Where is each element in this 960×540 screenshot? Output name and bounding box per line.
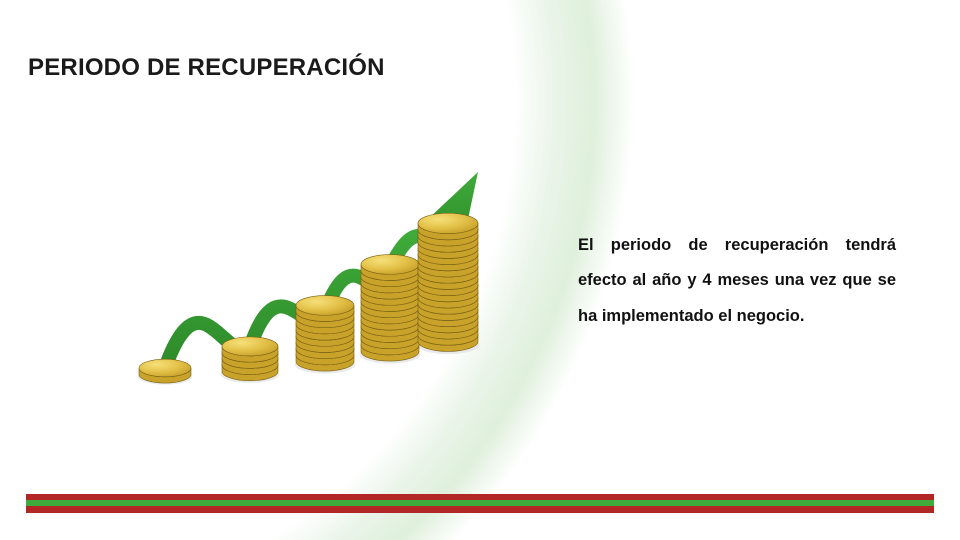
body-text: El periodo de recuperación tendrá efecto… [578, 228, 896, 334]
coin-growth-illustration [130, 150, 510, 410]
slide: PERIODO DE RECUPERACIÓN El periodo de re… [0, 0, 960, 540]
footer-stripe-3 [26, 506, 934, 513]
page-title: PERIODO DE RECUPERACIÓN [28, 54, 385, 82]
footer-stripes [26, 494, 934, 512]
